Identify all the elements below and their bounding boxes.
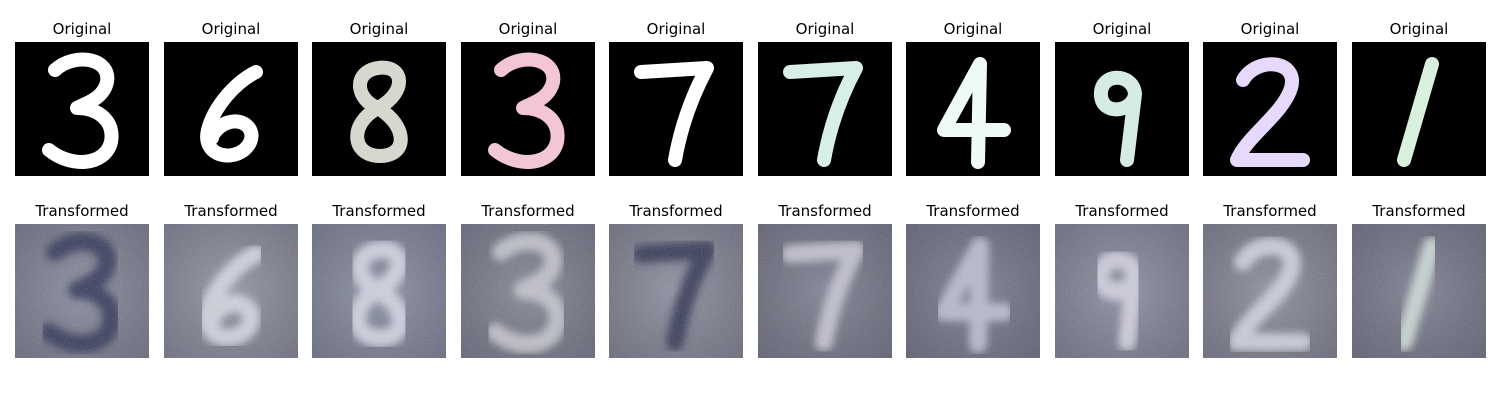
transformed-digit-image [15, 224, 149, 358]
original-title: Original [943, 20, 1003, 38]
transformed-digit-image [1203, 224, 1337, 358]
original-title: Original [1389, 20, 1449, 38]
original-title: Original [52, 20, 112, 38]
original-title: Original [1240, 20, 1300, 38]
transformed-title: Transformed [332, 202, 426, 220]
original-title: Original [498, 20, 558, 38]
transformed-digit-image [164, 224, 298, 358]
original-digit-image [758, 42, 892, 176]
original-digit-image [312, 42, 446, 176]
transformed-title: Transformed [1223, 202, 1317, 220]
original-title: Original [349, 20, 409, 38]
transformed-digit-image [1352, 224, 1486, 358]
original-title: Original [1092, 20, 1152, 38]
transformed-digit-image [906, 224, 1040, 358]
original-digit-image [1055, 42, 1189, 176]
original-digit-image [609, 42, 743, 176]
transformed-title: Transformed [1372, 202, 1466, 220]
transformed-title: Transformed [926, 202, 1020, 220]
original-title: Original [795, 20, 855, 38]
transformed-title: Transformed [1075, 202, 1169, 220]
original-digit-image [164, 42, 298, 176]
transformed-title: Transformed [629, 202, 723, 220]
transformed-title: Transformed [778, 202, 872, 220]
transformed-digit-image [1055, 224, 1189, 358]
original-title: Original [646, 20, 706, 38]
transformed-title: Transformed [481, 202, 575, 220]
original-digit-image [1352, 42, 1486, 176]
original-digit-image [461, 42, 595, 176]
transformed-title: Transformed [184, 202, 278, 220]
transformed-title: Transformed [35, 202, 129, 220]
transformed-digit-image [758, 224, 892, 358]
original-digit-image [15, 42, 149, 176]
transformed-digit-image [461, 224, 595, 358]
transformed-digit-image [312, 224, 446, 358]
original-digit-image [1203, 42, 1337, 176]
original-digit-image [906, 42, 1040, 176]
original-title: Original [201, 20, 261, 38]
transformed-digit-image [609, 224, 743, 358]
